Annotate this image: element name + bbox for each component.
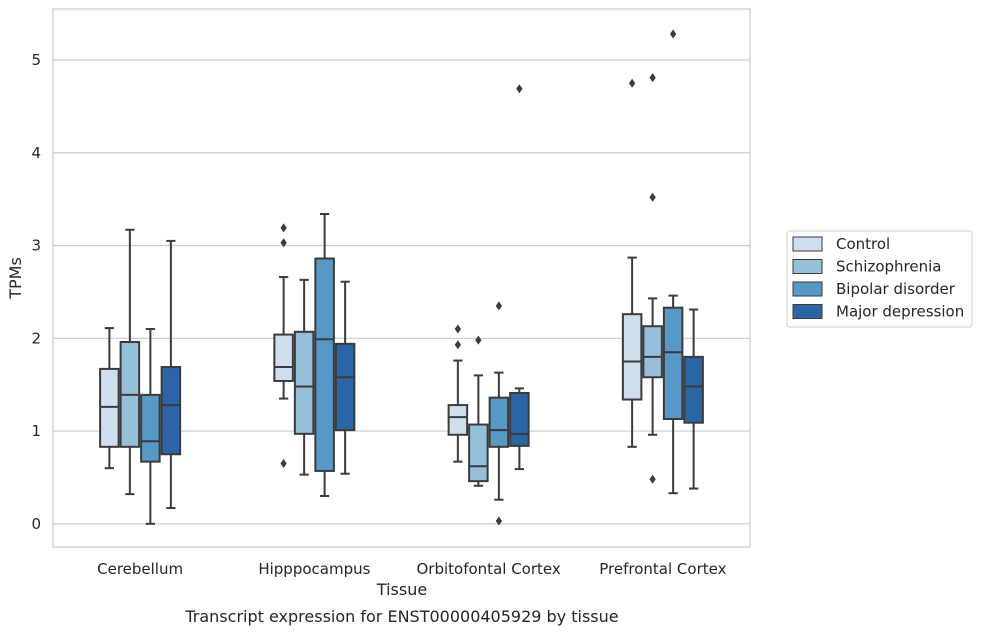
- x-tick-labels: Cerebellum Hipppocampus Orbitofontal Corte…: [97, 560, 726, 578]
- legend: Control Schizophrenia Bipolar disorder Majo…: [786, 230, 973, 328]
- chart-title: Transcript expression for ENST0000040592…: [184, 607, 618, 626]
- outlier-point: [280, 223, 287, 233]
- box-control: [447, 324, 469, 463]
- box-body: [314, 257, 335, 472]
- box-bipolar-disorder: [488, 301, 510, 526]
- legend-frame: [786, 230, 973, 328]
- legend-swatch: [792, 304, 823, 319]
- legend-label: Control: [836, 235, 890, 253]
- y-axis-label: TPMs: [6, 257, 25, 300]
- y-tick-label: 2: [31, 329, 41, 347]
- box-control: [273, 223, 294, 469]
- legend-swatch: [792, 259, 823, 274]
- outlier-point: [649, 192, 656, 202]
- y-tick-label: 4: [31, 144, 41, 162]
- legend-swatch: [792, 281, 823, 297]
- box-body: [468, 423, 489, 483]
- box-body: [140, 393, 161, 463]
- box-schizophrenia: [293, 278, 315, 476]
- legend-label: Bipolar disorder: [836, 280, 956, 298]
- x-axis-label: Tissue: [376, 580, 427, 599]
- box-body: [683, 355, 704, 424]
- box-body: [488, 396, 510, 448]
- box-major-depression: [160, 239, 182, 510]
- box-major-depression: [509, 84, 530, 471]
- box-schizophrenia: [468, 335, 489, 487]
- legend-label: Major depression: [836, 303, 964, 321]
- x-tick-label: Orbitofontal Cortex: [417, 560, 561, 578]
- box-major-depression: [334, 280, 356, 475]
- legend-label: Schizophrenia: [836, 258, 941, 276]
- x-tick-label: Hipppocampus: [258, 560, 370, 578]
- y-tick-label: 1: [31, 422, 41, 440]
- box-series: [99, 29, 704, 526]
- box-control: [99, 327, 120, 470]
- x-tick-label: Cerebellum: [97, 560, 183, 578]
- box-body: [293, 330, 315, 435]
- box-body: [662, 306, 684, 420]
- outlier-point: [649, 73, 656, 83]
- box-body: [160, 366, 182, 456]
- box-body: [447, 404, 469, 436]
- box-body: [621, 313, 643, 401]
- x-tick-label: Prefrontal Cortex: [599, 560, 726, 578]
- box-body: [334, 342, 356, 432]
- box-control: [621, 78, 643, 448]
- box-bipolar-disorder: [662, 29, 684, 495]
- outlier-point: [280, 238, 287, 248]
- y-tick-label: 3: [31, 237, 41, 255]
- outlier-point: [495, 301, 503, 311]
- box-bipolar-disorder: [140, 328, 161, 525]
- outlier-point: [495, 516, 503, 526]
- outlier-point: [280, 459, 287, 469]
- outlier-point: [454, 324, 462, 334]
- y-tick-label: 5: [31, 51, 41, 69]
- outlier-point: [454, 340, 462, 350]
- box-body: [273, 333, 294, 382]
- outlier-point: [628, 78, 636, 88]
- box-schizophrenia: [642, 73, 663, 484]
- box-major-depression: [683, 308, 704, 490]
- box-bipolar-disorder: [314, 212, 335, 497]
- y-tick-labels: 0 1 2 3 4 5: [31, 51, 41, 533]
- outlier-point: [475, 335, 482, 345]
- outlier-point: [516, 84, 523, 94]
- y-tick-label: 0: [31, 515, 41, 533]
- legend-swatch: [792, 236, 823, 252]
- outlier-point: [669, 29, 677, 39]
- plot-frame: [52, 8, 751, 548]
- box-body: [509, 392, 530, 447]
- box-schizophrenia: [119, 228, 141, 496]
- plot-background: [53, 9, 750, 547]
- box-body: [642, 325, 663, 379]
- outlier-point: [649, 474, 656, 484]
